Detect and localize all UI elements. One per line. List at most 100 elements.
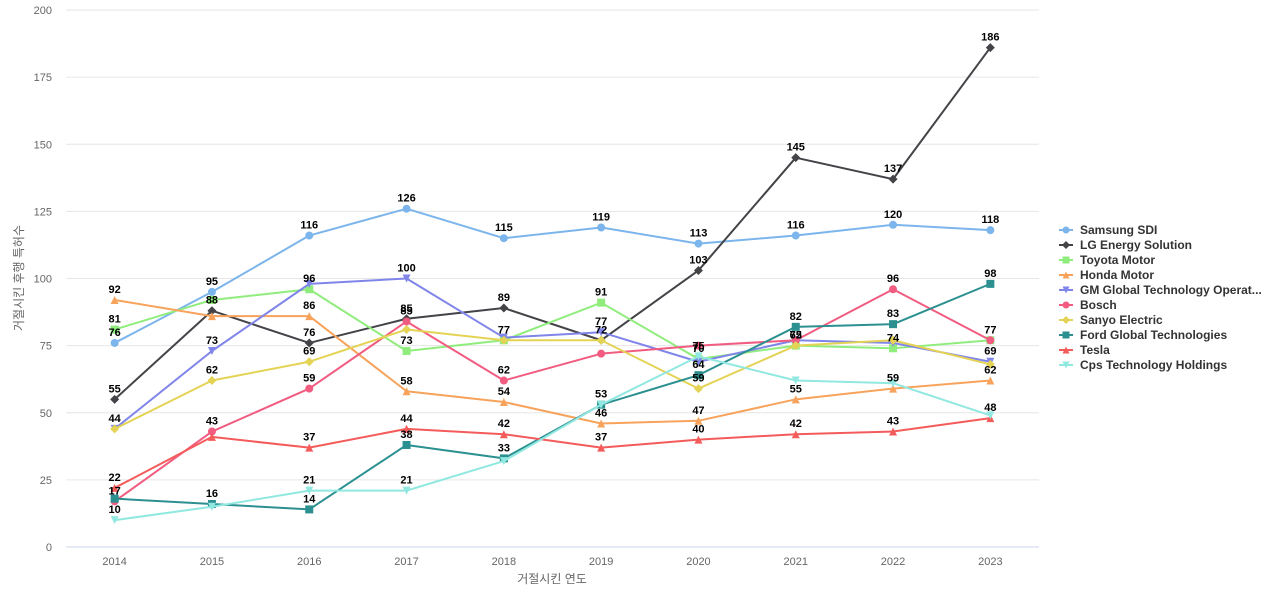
data-point[interactable]: [986, 279, 995, 288]
data-point[interactable]: [499, 335, 509, 345]
data-point[interactable]: [110, 394, 120, 404]
data-point[interactable]: [694, 239, 703, 248]
legend-item[interactable]: Samsung SDI: [1059, 223, 1157, 237]
data-label: 47: [692, 405, 704, 417]
data-point[interactable]: [402, 274, 411, 283]
data-point[interactable]: [986, 226, 995, 235]
data-point[interactable]: [207, 346, 216, 355]
data-point[interactable]: [597, 349, 606, 358]
legend-item[interactable]: Cps Technology Holdings: [1059, 358, 1227, 372]
data-point[interactable]: [888, 335, 898, 345]
data-point[interactable]: [499, 398, 508, 407]
data-point[interactable]: [791, 153, 801, 163]
legend-item[interactable]: Bosch: [1059, 298, 1117, 312]
data-point[interactable]: [110, 424, 120, 434]
data-point[interactable]: [402, 317, 411, 326]
data-point[interactable]: [693, 265, 703, 275]
data-point[interactable]: [597, 400, 606, 409]
data-point[interactable]: [596, 335, 606, 345]
data-point[interactable]: [402, 346, 411, 355]
data-point[interactable]: [402, 204, 411, 213]
data-point[interactable]: [402, 440, 411, 449]
data-point[interactable]: [597, 419, 606, 428]
legend-item[interactable]: Sanyo Electric: [1059, 313, 1163, 327]
data-point[interactable]: [207, 287, 216, 296]
data-point[interactable]: [207, 376, 217, 386]
data-point[interactable]: [207, 306, 217, 316]
data-point[interactable]: [207, 295, 216, 304]
data-point[interactable]: [791, 395, 800, 404]
data-point[interactable]: [305, 279, 314, 288]
data-point[interactable]: [693, 384, 703, 394]
data-point[interactable]: [499, 303, 509, 313]
data-point[interactable]: [791, 336, 800, 345]
data-point[interactable]: [889, 285, 898, 294]
data-point[interactable]: [597, 223, 606, 232]
data-point[interactable]: [110, 325, 119, 334]
data-point[interactable]: [499, 376, 508, 385]
data-point[interactable]: [597, 328, 606, 337]
data-point[interactable]: [791, 376, 800, 385]
data-point[interactable]: [888, 174, 898, 184]
data-point[interactable]: [889, 220, 898, 229]
data-point[interactable]: [305, 285, 314, 294]
legend-symbol: [1062, 331, 1070, 339]
legend-item[interactable]: GM Global Technology Operat...: [1059, 283, 1262, 297]
data-point[interactable]: [889, 384, 898, 393]
data-point[interactable]: [499, 457, 508, 466]
data-point[interactable]: [791, 430, 800, 439]
data-point[interactable]: [986, 411, 995, 420]
data-point[interactable]: [305, 384, 314, 393]
data-point[interactable]: [207, 427, 216, 436]
data-point[interactable]: [889, 320, 898, 329]
data-point[interactable]: [207, 312, 216, 321]
data-point[interactable]: [304, 338, 314, 348]
data-point[interactable]: [305, 505, 314, 514]
data-point[interactable]: [986, 376, 995, 385]
data-point[interactable]: [402, 325, 412, 335]
data-point[interactable]: [110, 516, 119, 525]
data-point[interactable]: [694, 352, 703, 361]
data-point[interactable]: [791, 322, 800, 331]
legend-label: GM Global Technology Operat...: [1080, 283, 1262, 297]
data-point[interactable]: [304, 357, 314, 367]
data-label: 77: [595, 316, 607, 328]
x-tick-label: 2021: [784, 556, 808, 568]
data-point[interactable]: [985, 43, 995, 53]
data-point[interactable]: [305, 486, 314, 495]
data-point[interactable]: [985, 359, 995, 369]
data-point[interactable]: [694, 416, 703, 425]
data-point[interactable]: [499, 234, 508, 243]
data-point[interactable]: [402, 387, 411, 396]
data-label: 81: [109, 314, 121, 326]
data-point[interactable]: [110, 483, 119, 492]
data-point[interactable]: [791, 341, 801, 351]
data-point[interactable]: [694, 435, 703, 444]
data-point[interactable]: [597, 298, 606, 307]
data-point[interactable]: [791, 231, 800, 240]
data-point[interactable]: [207, 502, 216, 511]
data-point[interactable]: [597, 443, 606, 452]
data-point[interactable]: [110, 295, 119, 304]
data-point[interactable]: [694, 341, 703, 350]
data-point[interactable]: [305, 231, 314, 240]
data-point[interactable]: [305, 443, 314, 452]
data-point[interactable]: [305, 312, 314, 321]
data-point[interactable]: [986, 336, 995, 345]
data-point[interactable]: [207, 432, 216, 441]
legend-item[interactable]: Tesla: [1059, 343, 1110, 357]
data-point[interactable]: [402, 424, 411, 433]
data-point[interactable]: [402, 486, 411, 495]
data-point[interactable]: [889, 344, 898, 353]
legend-item[interactable]: Ford Global Technologies: [1059, 328, 1227, 342]
legend-item[interactable]: LG Energy Solution: [1059, 238, 1192, 252]
legend-item[interactable]: Honda Motor: [1059, 268, 1154, 282]
data-point[interactable]: [499, 430, 508, 439]
data-point[interactable]: [889, 427, 898, 436]
data-point[interactable]: [110, 338, 119, 347]
data-point[interactable]: [694, 371, 703, 380]
data-point[interactable]: [110, 494, 119, 503]
data-point[interactable]: [889, 379, 898, 388]
legend-item[interactable]: Toyota Motor: [1059, 253, 1155, 267]
data-point[interactable]: [694, 357, 703, 366]
